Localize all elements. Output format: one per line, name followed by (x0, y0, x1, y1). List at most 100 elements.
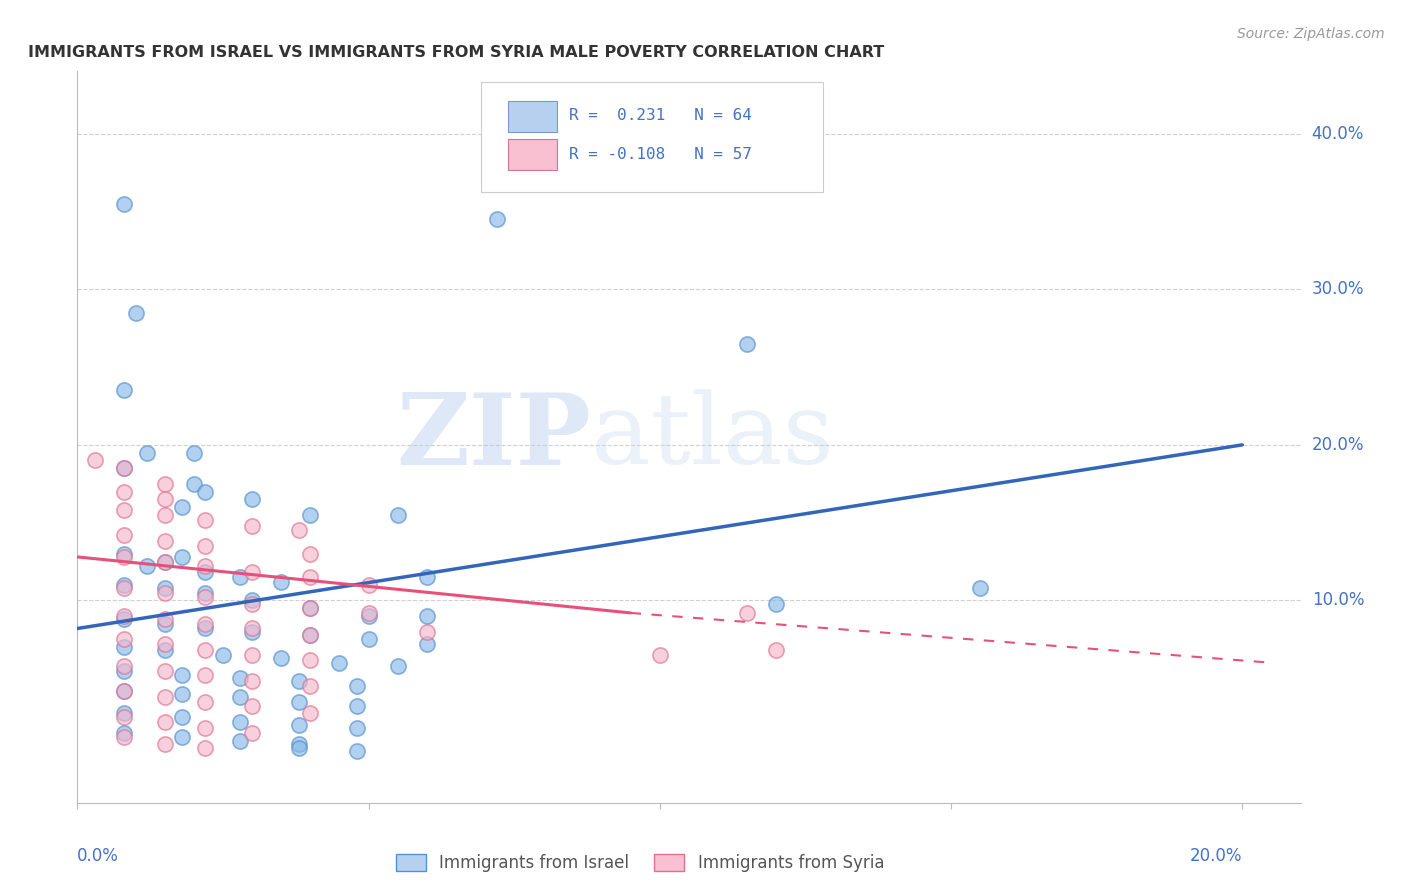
Point (229, 714, 252, 729)
Point (416, 570, 439, 584)
Point (387, 658, 409, 673)
Point (172, 731, 194, 745)
Point (299, 570, 322, 584)
Point (83, 453, 105, 467)
Point (194, 566, 217, 580)
Point (153, 555, 176, 569)
Point (270, 651, 292, 665)
Point (153, 643, 176, 657)
Point (153, 637, 176, 651)
Point (229, 733, 252, 747)
Point (240, 518, 263, 533)
Point (153, 616, 176, 631)
Point (112, 503, 135, 517)
Point (112, 384, 135, 398)
Point (240, 648, 263, 662)
Point (969, 581, 991, 595)
Point (328, 656, 350, 670)
Point (485, 212, 508, 227)
Point (194, 741, 217, 756)
Point (172, 549, 194, 564)
Point (194, 622, 217, 636)
Point (136, 445, 159, 459)
Point (153, 664, 176, 678)
Point (357, 606, 380, 620)
Point (357, 632, 380, 647)
Point (287, 524, 309, 538)
FancyBboxPatch shape (508, 102, 557, 132)
Point (124, 305, 146, 319)
Point (112, 528, 135, 542)
Point (416, 609, 439, 624)
FancyBboxPatch shape (481, 82, 824, 192)
Point (287, 718, 309, 732)
Point (357, 578, 380, 592)
Point (346, 744, 368, 758)
Point (194, 668, 217, 682)
Point (112, 549, 135, 564)
Point (765, 643, 787, 657)
Point (183, 445, 205, 459)
Point (346, 679, 368, 693)
Point (194, 484, 217, 499)
Point (299, 601, 322, 615)
Point (112, 612, 135, 626)
Point (153, 737, 176, 751)
Point (183, 476, 205, 491)
Point (153, 585, 176, 599)
Point (194, 721, 217, 735)
Point (112, 196, 135, 211)
Point (240, 699, 263, 714)
Point (240, 725, 263, 739)
Point (112, 581, 135, 595)
Point (112, 609, 135, 624)
Text: 30.0%: 30.0% (1312, 280, 1364, 298)
Point (240, 624, 263, 639)
Text: atlas: atlas (591, 389, 834, 485)
Text: R =  0.231   N = 64: R = 0.231 N = 64 (569, 109, 752, 123)
FancyBboxPatch shape (508, 139, 557, 170)
Text: 20.0%: 20.0% (1312, 436, 1364, 454)
Point (287, 674, 309, 689)
Point (299, 706, 322, 720)
Point (153, 612, 176, 626)
Point (153, 534, 176, 549)
Point (153, 476, 176, 491)
Text: IMMIGRANTS FROM ISRAEL VS IMMIGRANTS FROM SYRIA MALE POVERTY CORRELATION CHART: IMMIGRANTS FROM ISRAEL VS IMMIGRANTS FRO… (28, 45, 884, 61)
Point (357, 609, 380, 624)
Point (346, 721, 368, 735)
Text: 20.0%: 20.0% (1189, 847, 1243, 864)
Point (153, 690, 176, 704)
Point (112, 710, 135, 724)
Point (112, 547, 135, 561)
Point (287, 695, 309, 709)
Point (194, 512, 217, 526)
Point (136, 559, 159, 574)
Point (112, 578, 135, 592)
Point (112, 640, 135, 655)
Point (229, 690, 252, 704)
Point (194, 591, 217, 605)
Point (153, 555, 176, 569)
Point (153, 492, 176, 507)
Point (765, 597, 787, 611)
Point (194, 559, 217, 574)
Point (299, 508, 322, 522)
Point (112, 632, 135, 647)
Point (287, 741, 309, 756)
Point (648, 648, 671, 662)
Point (194, 643, 217, 657)
Point (194, 539, 217, 553)
Point (112, 461, 135, 475)
Point (112, 461, 135, 475)
Point (299, 628, 322, 642)
Point (299, 679, 322, 693)
Point (270, 574, 292, 589)
Point (229, 570, 252, 584)
Point (112, 658, 135, 673)
Text: 40.0%: 40.0% (1312, 125, 1364, 143)
Text: ZIP: ZIP (396, 389, 591, 485)
Text: 10.0%: 10.0% (1312, 591, 1364, 609)
Point (172, 710, 194, 724)
Point (735, 336, 758, 351)
